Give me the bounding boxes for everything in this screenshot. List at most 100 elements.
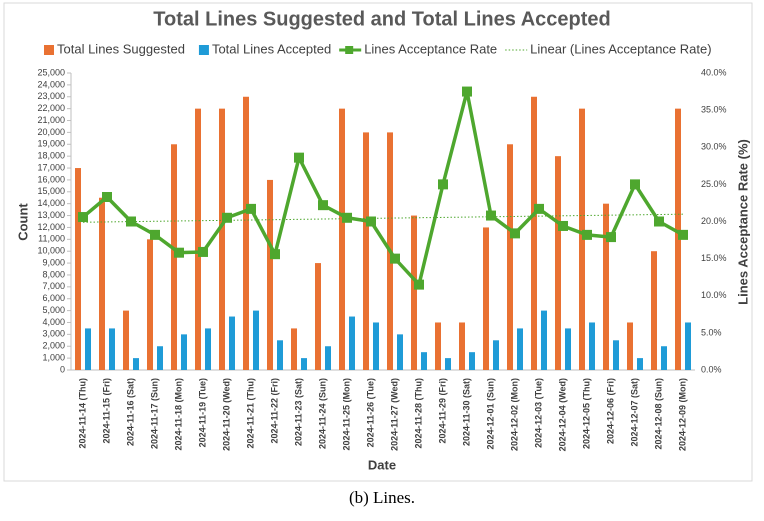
x-tick-label: 2024-11-14 (Thu): [77, 378, 87, 449]
x-tick-label: 2024-11-24 (Sun): [317, 378, 327, 449]
marker: [678, 229, 688, 240]
y-tick-label: 3,000: [42, 329, 65, 339]
bar: [325, 346, 331, 370]
marker: [438, 179, 448, 190]
y-tick-label: 21,000: [37, 115, 65, 125]
y2-tick-label: 15.0%: [701, 253, 727, 263]
legend-swatch: [44, 45, 54, 55]
marker: [102, 191, 112, 202]
bar: [445, 358, 451, 370]
marker: [606, 232, 616, 243]
bar: [397, 334, 403, 370]
bar: [555, 156, 561, 370]
chart-border: [3, 2, 753, 482]
y-tick-label: 13,000: [37, 210, 65, 220]
legend-swatch: [198, 45, 209, 55]
bar: [421, 352, 427, 370]
y2-tick-label: 10.0%: [701, 290, 727, 300]
x-tick-label: 2024-12-06 (Fri): [605, 378, 615, 444]
bar: [531, 96, 537, 370]
x-tick-label: 2024-11-30 (Sat): [461, 378, 471, 446]
marker: [390, 253, 400, 264]
x-tick-label: 2024-11-21 (Thu): [245, 378, 255, 449]
marker: [318, 200, 328, 211]
y-tick-label: 15,000: [37, 186, 65, 196]
marker: [198, 246, 208, 257]
bar: [469, 352, 475, 370]
y2-tick-label: 25.0%: [701, 179, 727, 189]
x-tick-label: 2024-11-23 (Sat): [293, 378, 303, 446]
y-tick-label: 22,000: [37, 103, 65, 113]
marker: [510, 228, 520, 239]
x-tick-label: 2024-11-20 (Wed): [221, 378, 231, 451]
bar: [315, 263, 321, 370]
bar: [435, 322, 441, 370]
y-tick-label: 6,000: [42, 293, 65, 303]
marker: [582, 229, 592, 240]
bar: [243, 96, 249, 370]
y-tick-label: 9,000: [42, 257, 65, 267]
y-tick-label: 11,000: [38, 234, 65, 244]
bar: [219, 108, 225, 370]
bar: [603, 203, 609, 370]
y-tick-label: 2,000: [42, 341, 65, 351]
marker: [246, 203, 256, 214]
y2-tick-label: 5.0%: [701, 327, 722, 337]
marker: [222, 212, 232, 223]
marker: [654, 216, 664, 227]
bar: [613, 340, 619, 370]
x-tick-label: 2024-12-01 (Sun): [485, 378, 495, 450]
legend-swatch: [345, 46, 354, 54]
x-tick-label: 2024-12-04 (Wed): [557, 378, 567, 451]
y-tick-label: 0: [60, 364, 65, 374]
legend-label: Total Lines Suggested: [57, 41, 185, 56]
marker: [366, 216, 376, 227]
marker: [486, 210, 496, 221]
marker: [558, 220, 568, 231]
y-tick-label: 16,000: [37, 174, 65, 184]
y2-tick-label: 20.0%: [701, 216, 727, 226]
bar: [229, 316, 235, 370]
caption: (b) Lines.: [349, 488, 415, 507]
marker: [342, 212, 352, 223]
x-tick-label: 2024-11-17 (Sun): [149, 378, 159, 449]
bar: [349, 316, 355, 370]
y-tick-label: 18,000: [37, 151, 65, 161]
y-tick-label: 5,000: [42, 305, 65, 315]
y-tick-label: 20,000: [37, 127, 65, 137]
bar: [147, 239, 153, 370]
bar: [291, 328, 297, 370]
x-tick-label: 2024-11-15 (Fri): [101, 378, 111, 444]
y-tick-label: 23,000: [37, 91, 65, 101]
chart-title: Total Lines Suggested and Total Lines Ac…: [153, 8, 610, 30]
bar: [411, 215, 417, 370]
x-axis-title: Date: [368, 457, 396, 472]
y-tick-label: 10,000: [37, 246, 65, 256]
bar: [483, 227, 489, 370]
y2-axis-title: Lines Acceptance Rate (%): [735, 139, 750, 305]
bar: [301, 358, 307, 370]
bar: [99, 197, 105, 370]
y-tick-label: 25,000: [37, 67, 65, 77]
bar: [589, 322, 595, 370]
bar: [661, 346, 667, 370]
legend-label: Lines Acceptance Rate: [364, 41, 497, 56]
y-tick-label: 4,000: [42, 317, 65, 327]
bar: [195, 108, 201, 370]
x-tick-label: 2024-11-25 (Mon): [341, 378, 351, 451]
bar: [651, 251, 657, 370]
y2-tick-label: 40.0%: [701, 67, 727, 77]
y-axis-title: Count: [15, 203, 30, 241]
x-tick-label: 2024-11-22 (Fri): [269, 378, 279, 444]
x-tick-label: 2024-12-05 (Thu): [581, 378, 591, 449]
x-tick-label: 2024-11-19 (Tue): [197, 378, 207, 447]
bar: [685, 322, 691, 370]
x-tick-label: 2024-11-18 (Mon): [173, 378, 183, 451]
marker: [126, 216, 136, 227]
marker: [414, 279, 424, 290]
bar: [133, 358, 139, 370]
y-tick-label: 24,000: [37, 79, 65, 89]
marker: [534, 203, 544, 214]
bar: [75, 168, 81, 370]
